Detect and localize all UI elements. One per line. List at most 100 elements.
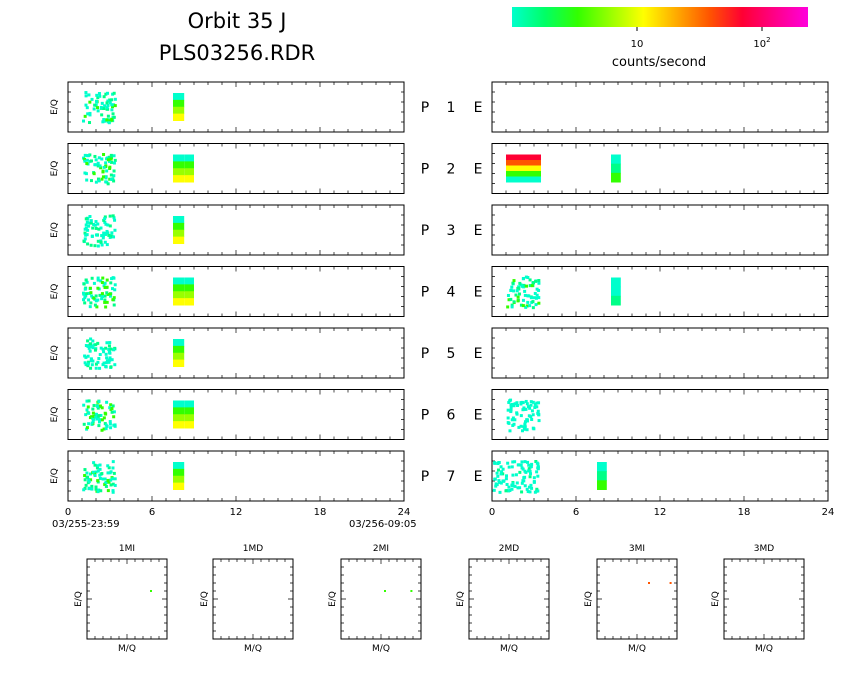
- burst-band: [184, 414, 194, 422]
- burst-cell: [96, 341, 100, 345]
- burst-cell: [88, 215, 92, 219]
- burst-cell: [501, 472, 505, 476]
- burst-cell: [101, 120, 105, 124]
- burst-cell: [98, 418, 102, 422]
- burst-cell: [93, 303, 97, 307]
- burst-cell: [89, 366, 93, 370]
- burst-cell: [85, 408, 89, 412]
- title-line-1: Orbit 35 J: [188, 9, 287, 33]
- burst-cell: [107, 344, 111, 348]
- burst-cell: [112, 410, 116, 414]
- burst-cell: [98, 467, 102, 471]
- burst-cell: [84, 278, 88, 282]
- burst-cell: [94, 163, 98, 167]
- burst-cell: [531, 300, 535, 304]
- burst-cell: [509, 410, 513, 414]
- burst-cell: [87, 298, 91, 302]
- burst-cell: [101, 236, 105, 240]
- burst-cell: [112, 415, 116, 419]
- right-panel-3: [491, 204, 829, 256]
- mq-panel-title: 1MI: [119, 544, 135, 554]
- burst-cell: [519, 424, 523, 428]
- burst-cell: [113, 218, 117, 222]
- burst-cell: [92, 222, 96, 226]
- burst-cell: [507, 400, 511, 404]
- burst-cell: [526, 405, 530, 409]
- burst-cell: [101, 295, 105, 299]
- burst-cell: [107, 155, 111, 159]
- burst-cell: [88, 342, 92, 346]
- burst-cell: [529, 472, 533, 476]
- mq-panel-2md: 2MD E/Q M/Q: [456, 544, 550, 654]
- burst-cell: [97, 179, 101, 183]
- burst-cell: [111, 466, 115, 470]
- burst-cell: [495, 483, 499, 487]
- burst-cell: [102, 284, 106, 288]
- burst-band: [506, 154, 541, 161]
- left-panel-6: E/Q: [50, 389, 405, 440]
- burst-cell: [107, 121, 111, 125]
- burst-cell: [517, 285, 521, 289]
- burst-band: [184, 298, 194, 306]
- burst-cell: [86, 154, 90, 158]
- burst-cell: [83, 296, 87, 300]
- burst-cell: [536, 467, 540, 471]
- burst-cell: [96, 298, 100, 302]
- burst-cell: [531, 426, 535, 430]
- burst-cell: [537, 401, 541, 405]
- mq-panel-ticks: [597, 559, 677, 639]
- channel-label-p: P: [421, 223, 429, 239]
- burst-cell: [523, 484, 527, 488]
- burst-cell: [106, 182, 110, 186]
- burst-cell: [521, 401, 525, 405]
- burst-cell: [105, 101, 109, 105]
- burst-cell: [94, 362, 98, 366]
- burst-cell: [86, 362, 90, 366]
- burst-band: [173, 475, 185, 484]
- burst-cell: [111, 214, 115, 218]
- burst-cell: [536, 489, 540, 493]
- burst-band: [173, 161, 185, 169]
- burst-cell: [525, 284, 529, 288]
- right-panel-frame: [491, 266, 829, 317]
- burst-cell: [95, 417, 99, 421]
- burst-cell: [535, 287, 539, 291]
- mq-panel-2mi: 2MI E/Q M/Q: [328, 544, 422, 654]
- mq-panel-ylabel: E/Q: [328, 591, 338, 607]
- burst-cell: [100, 418, 104, 422]
- burst-cell: [112, 154, 116, 158]
- burst-cell: [108, 119, 112, 123]
- burst-cell: [103, 240, 107, 244]
- burst-cell: [84, 103, 88, 107]
- burst-cell: [518, 470, 522, 474]
- burst-cell: [498, 490, 502, 494]
- burst-cell: [506, 461, 510, 465]
- burst-band: [597, 480, 607, 490]
- burst-cell: [534, 279, 538, 283]
- burst-cell: [515, 401, 519, 405]
- left-x-tick: 0: [65, 507, 71, 518]
- burst-cell: [92, 343, 96, 347]
- burst-cell: [520, 284, 524, 288]
- burst-cell: [110, 234, 114, 238]
- right-x-tick: 6: [573, 507, 579, 518]
- burst-cell: [535, 470, 539, 474]
- burst-cell: [101, 276, 105, 280]
- burst-cell: [90, 487, 94, 491]
- burst-cell: [529, 400, 533, 404]
- burst-cell: [105, 106, 109, 110]
- left-x-tick: 6: [149, 507, 155, 518]
- left-panel-5-burst-1: [83, 337, 117, 370]
- right-panel-6-burst-1: [506, 398, 541, 433]
- burst-cell: [90, 276, 94, 280]
- burst-cell: [96, 161, 100, 165]
- burst-cell: [96, 469, 100, 473]
- burst-cell: [492, 488, 496, 492]
- channel-label-number: 6: [447, 408, 456, 424]
- burst-cell: [95, 466, 99, 470]
- burst-cell: [90, 363, 94, 367]
- burst-cell: [94, 220, 98, 224]
- burst-cell: [101, 347, 105, 351]
- burst-cell: [92, 281, 96, 285]
- left-panel-7: E/Q: [50, 450, 405, 502]
